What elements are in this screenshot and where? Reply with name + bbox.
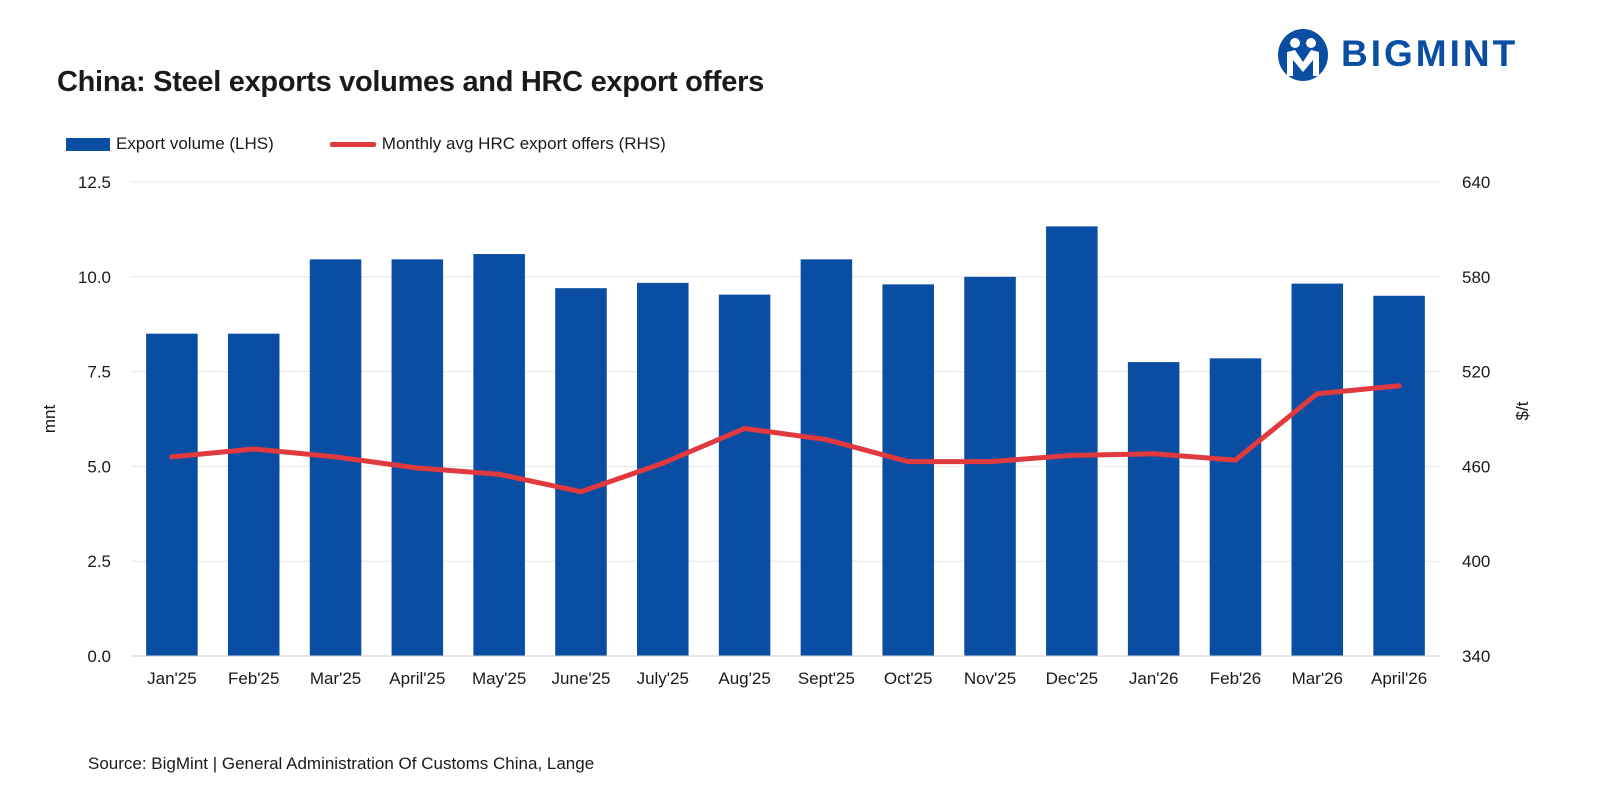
- x-tick-label: Mar'25: [310, 669, 361, 688]
- x-tick-label: Dec'25: [1046, 669, 1098, 688]
- line-point: [1151, 451, 1157, 457]
- bar: [718, 294, 771, 656]
- x-tick-label: April'26: [1371, 669, 1427, 688]
- bar: [1291, 283, 1344, 656]
- bar: [1373, 295, 1425, 656]
- bar: [146, 333, 198, 656]
- line-point: [1396, 383, 1402, 389]
- bar: [1046, 226, 1098, 656]
- legend-swatch-bar: [66, 137, 110, 151]
- y-right-tick-label: 640: [1462, 173, 1490, 192]
- y-left-tick-label: 10.0: [78, 268, 111, 287]
- legend-swatch-line: [329, 141, 376, 147]
- line-point: [905, 459, 911, 465]
- chart-title: China: Steel exports volumes and HRC exp…: [57, 66, 764, 98]
- x-tick-label: Oct'25: [884, 669, 933, 688]
- y-left-tick-label: 0.0: [87, 647, 111, 666]
- bar: [227, 333, 280, 656]
- bar: [964, 276, 1016, 656]
- x-tick-label: Feb'26: [1210, 669, 1261, 688]
- y-right-tick-label: 460: [1462, 457, 1490, 476]
- bar: [555, 288, 607, 656]
- hrc-offers-line: [169, 383, 1402, 495]
- line-point: [1069, 452, 1075, 458]
- bar: [473, 254, 525, 656]
- x-tick-label: Sept'25: [798, 669, 855, 688]
- line-point: [496, 471, 502, 477]
- y-left-tick-label: 12.5: [78, 173, 111, 192]
- line-point: [333, 454, 339, 460]
- line-series: [169, 383, 1402, 495]
- line-point: [251, 446, 257, 452]
- line-point: [660, 460, 666, 466]
- y-right-tick-label: 520: [1462, 363, 1490, 382]
- x-tick-label: Jan'26: [1129, 669, 1179, 688]
- y-right-tick-label: 340: [1462, 647, 1490, 666]
- y-left-tick-label: 7.5: [87, 363, 111, 382]
- legend-item-hrc-offers: Monthly avg HRC export offers (RHS): [329, 134, 666, 154]
- axes: 0.0 2.5 5.0 7.5 10.0 12.5 340 400 460 520 580 640 Ja…: [40, 173, 1532, 688]
- bigmint-logo-text: BIGMINT: [1341, 33, 1519, 74]
- chart-legend: Export volume (LHS) Monthly avg HRC expo…: [66, 134, 722, 154]
- x-tick-label: Aug'25: [718, 669, 770, 688]
- y-left-tick-label: 5.0: [87, 457, 111, 476]
- line-point: [414, 465, 420, 471]
- line-point: [169, 454, 175, 460]
- bigmint-logo: BIGMINT: [1275, 26, 1518, 82]
- line-point: [823, 437, 829, 443]
- bar: [1127, 362, 1180, 656]
- x-tick-label: Mar'26: [1292, 669, 1343, 688]
- line-point: [1314, 391, 1320, 397]
- y-left-tick-label: 2.5: [87, 552, 111, 571]
- line-point: [742, 425, 748, 431]
- x-tick-label: May'25: [472, 669, 526, 688]
- x-tick-label: July'25: [637, 669, 689, 688]
- y-left-axis-title: mnt: [40, 405, 59, 434]
- line-point: [578, 489, 584, 495]
- legend-label-hrc-offers: Monthly avg HRC export offers (RHS): [381, 134, 666, 153]
- line-point: [1232, 457, 1238, 463]
- bar-series: [146, 226, 1425, 656]
- y-right-axis-title: $/t: [1513, 401, 1532, 420]
- source-note: Source: BigMint | General Administration…: [88, 754, 595, 773]
- bar: [882, 284, 934, 656]
- x-tick-label: Nov'25: [964, 669, 1016, 688]
- bigmint-logo-icon: [1278, 29, 1328, 81]
- x-tick-label: June'25: [551, 669, 610, 688]
- legend-item-export-volume: Export volume (LHS): [66, 134, 274, 154]
- legend-label-export-volume: Export volume (LHS): [116, 134, 274, 153]
- bar: [391, 259, 444, 656]
- bar: [800, 259, 853, 656]
- x-tick-label: Feb'25: [228, 669, 279, 688]
- x-tick-label: April'25: [389, 669, 445, 688]
- y-right-tick-label: 580: [1462, 268, 1490, 287]
- line-point: [987, 459, 993, 465]
- x-tick-label: Jan'25: [147, 669, 197, 688]
- bar: [1209, 358, 1262, 656]
- y-right-tick-label: 400: [1462, 552, 1490, 571]
